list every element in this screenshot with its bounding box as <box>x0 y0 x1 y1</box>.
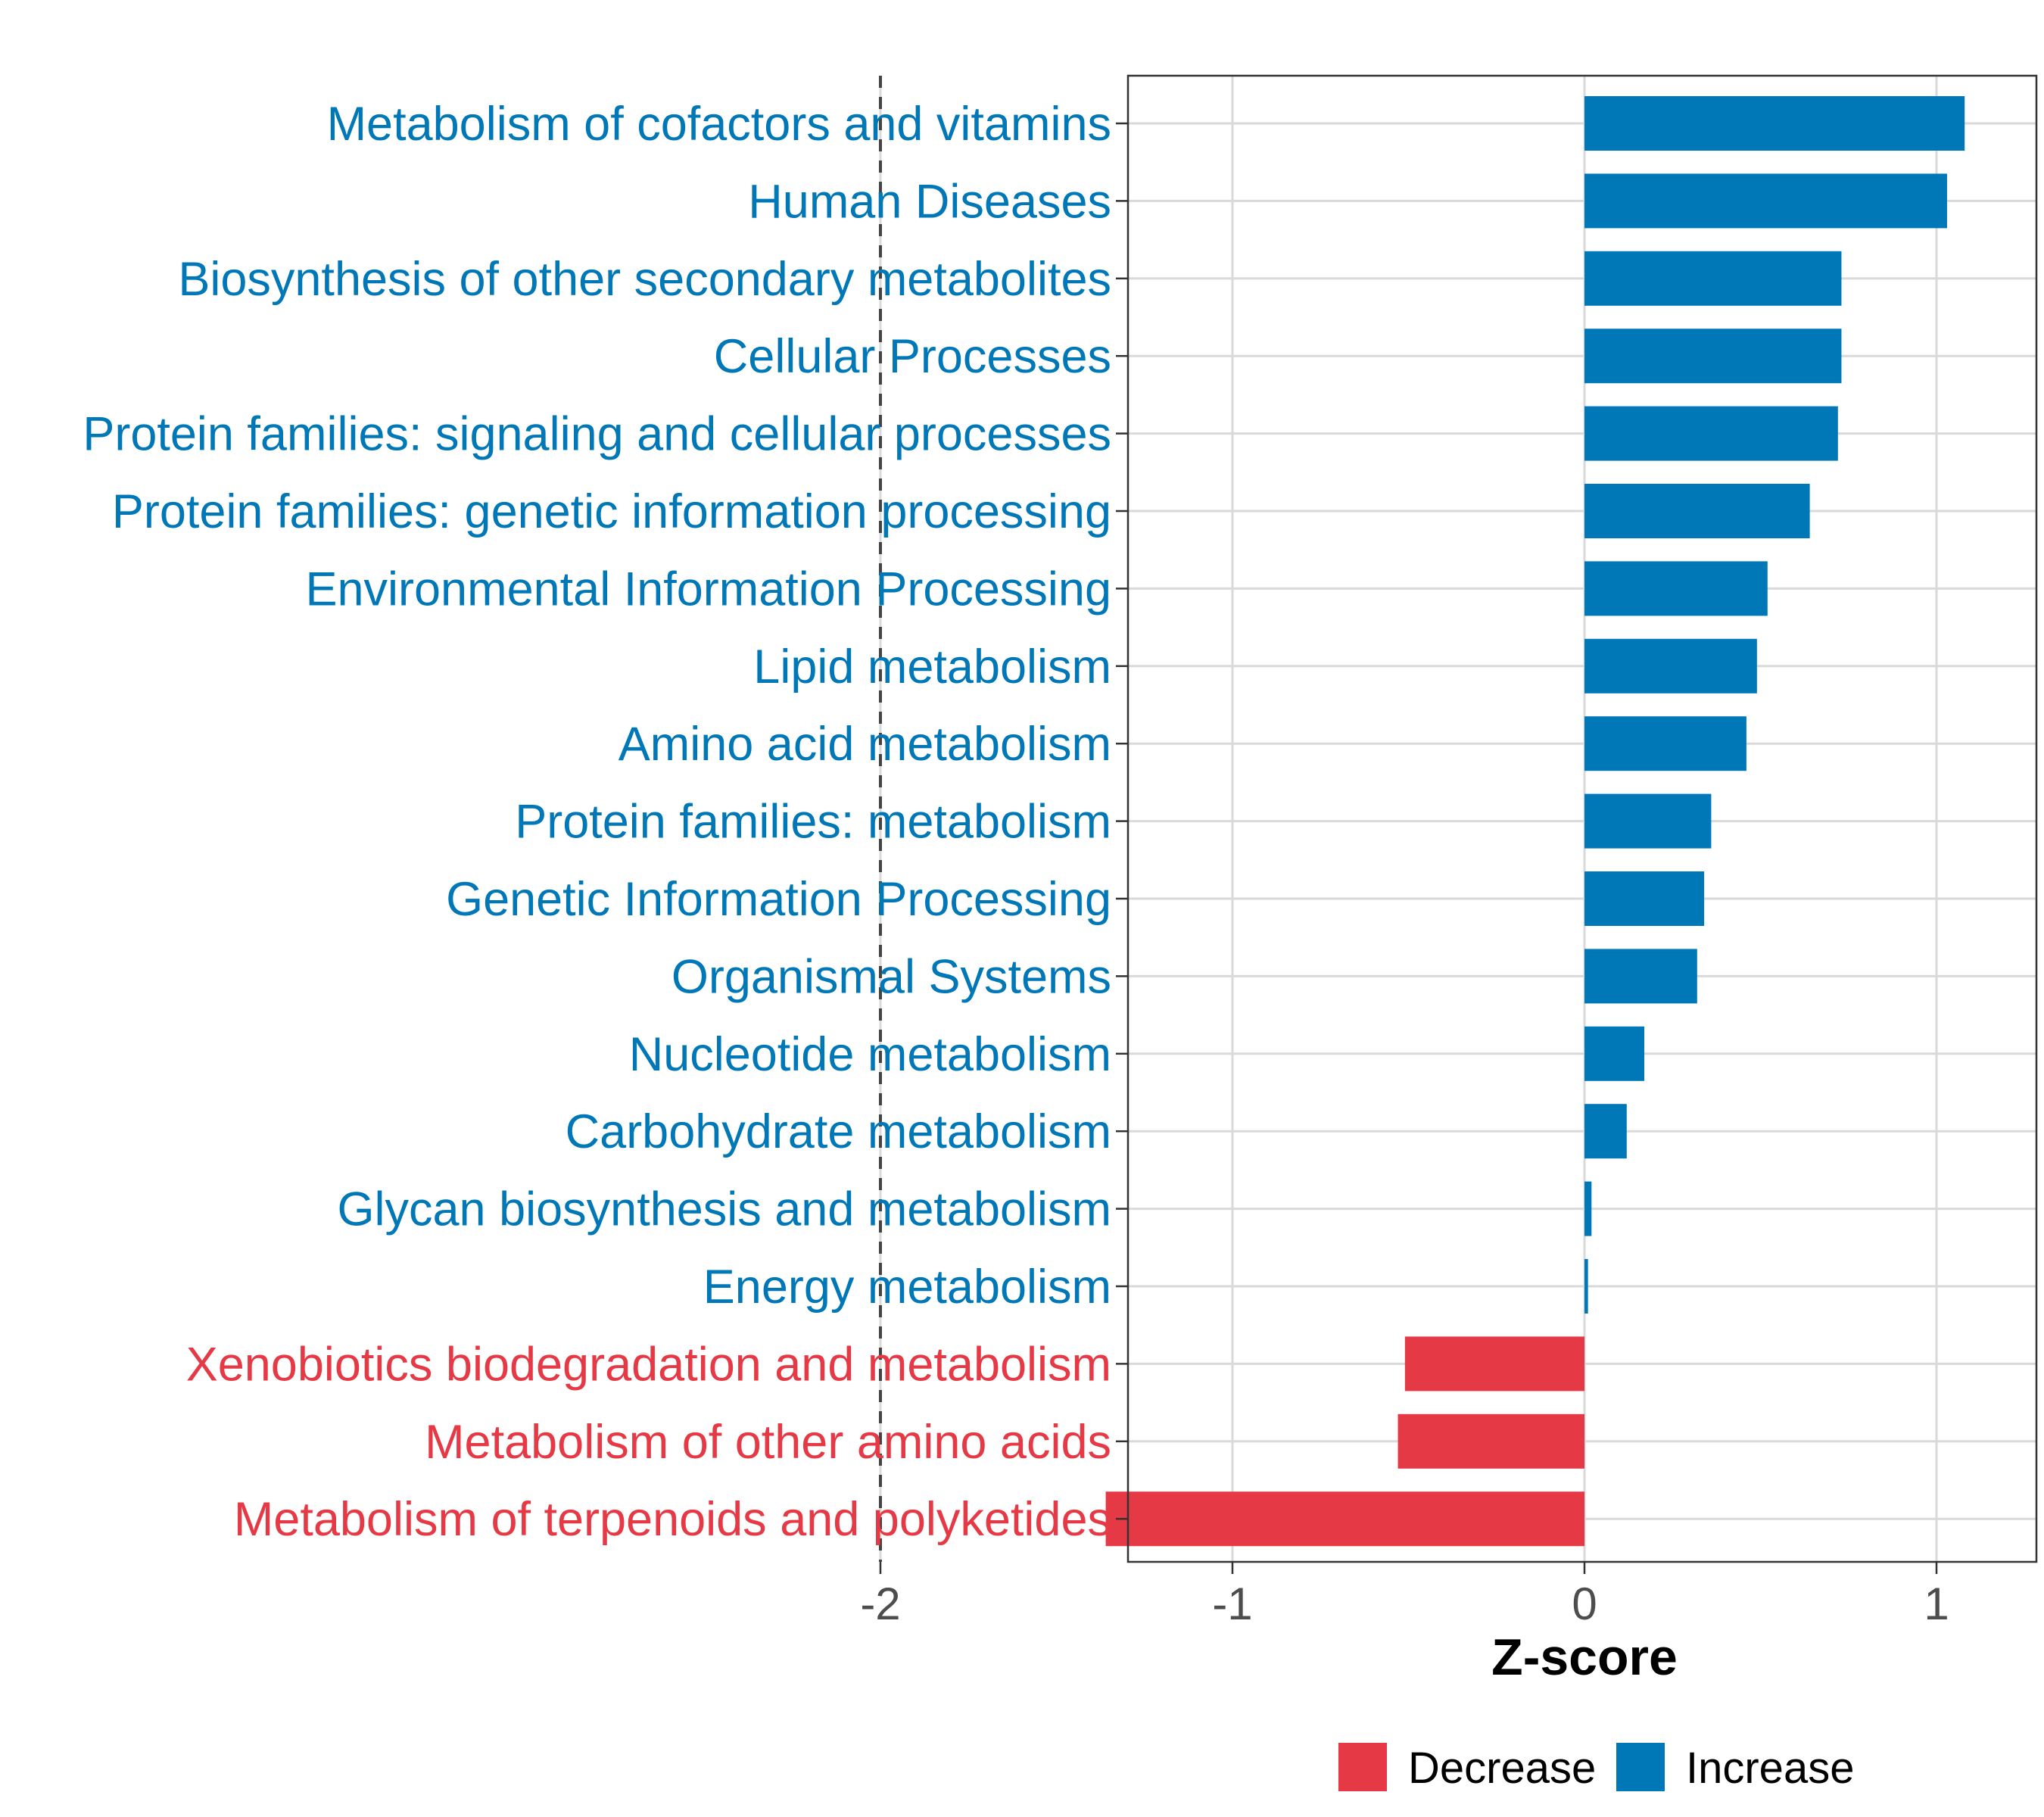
legend-label-decrease: Decrease <box>1408 1744 1596 1793</box>
bar <box>1584 793 1712 849</box>
bar <box>1584 871 1705 926</box>
category-label: Protein families: genetic information pr… <box>112 485 1111 538</box>
category-label: Cellular Processes <box>714 330 1111 383</box>
bar <box>1584 1026 1645 1081</box>
bar <box>1584 96 1965 151</box>
bar <box>1584 716 1746 771</box>
category-label: Protein families: signaling and cellular… <box>83 408 1111 461</box>
x-tick-label: 0 <box>1572 1579 1597 1629</box>
x-tick-label: 1 <box>1924 1579 1949 1629</box>
x-axis-ticks: -2-1012 <box>860 1562 1949 1629</box>
legend-label-increase: Increase <box>1686 1744 1854 1793</box>
legend-swatch-decrease <box>1338 1743 1387 1791</box>
category-label: Human Diseases <box>748 175 1111 228</box>
bars <box>1105 96 1965 1547</box>
x-tick-label: -2 <box>860 1579 900 1629</box>
x-tick-label: -1 <box>1212 1579 1252 1629</box>
bar <box>1404 1336 1584 1392</box>
bar <box>1584 1181 1592 1236</box>
category-label: Xenobiotics biodegradation and metabolis… <box>186 1338 1111 1391</box>
category-label: Metabolism of other amino acids <box>425 1416 1111 1469</box>
bar <box>1105 1491 1584 1547</box>
x-axis-title: Z-score <box>1491 1628 1678 1686</box>
reference-lines <box>879 76 882 1562</box>
bar <box>1584 484 1810 538</box>
bar <box>1584 949 1697 1004</box>
category-label: Metabolism of terpenoids and polyketides <box>234 1493 1111 1546</box>
category-labels: Metabolism of cofactors and vitamins Huma… <box>83 98 1111 1546</box>
y-axis-ticks <box>1116 122 1128 1520</box>
bar <box>1584 251 1842 306</box>
bar <box>1584 1259 1588 1314</box>
legend: Decrease Increase <box>1338 1743 1854 1793</box>
category-label: Nucleotide metabolism <box>629 1028 1111 1081</box>
category-label: Environmental Information Processing <box>305 563 1111 616</box>
category-label: Organismal Systems <box>671 950 1111 1003</box>
bar <box>1584 329 1842 384</box>
legend-swatch-increase <box>1616 1743 1665 1791</box>
category-label: Protein families: metabolism <box>515 796 1111 849</box>
bar <box>1397 1413 1584 1469</box>
bar <box>1584 1104 1627 1159</box>
plot-panel-border <box>1126 74 2038 1563</box>
category-label: Biosynthesis of other secondary metaboli… <box>178 253 1111 306</box>
category-label: Amino acid metabolism <box>618 718 1111 771</box>
bar <box>1584 173 1947 229</box>
bar <box>1584 638 1757 693</box>
bar <box>1584 406 1838 461</box>
category-label: Carbohydrate metabolism <box>566 1105 1111 1158</box>
category-label: Lipid metabolism <box>753 640 1111 693</box>
category-label: Energy metabolism <box>703 1261 1111 1314</box>
bar <box>1584 561 1768 616</box>
category-label: Metabolism of cofactors and vitamins <box>327 98 1111 151</box>
category-label: Glycan biosynthesis and metabolism <box>338 1183 1112 1236</box>
category-label: Genetic Information Processing <box>446 873 1111 926</box>
